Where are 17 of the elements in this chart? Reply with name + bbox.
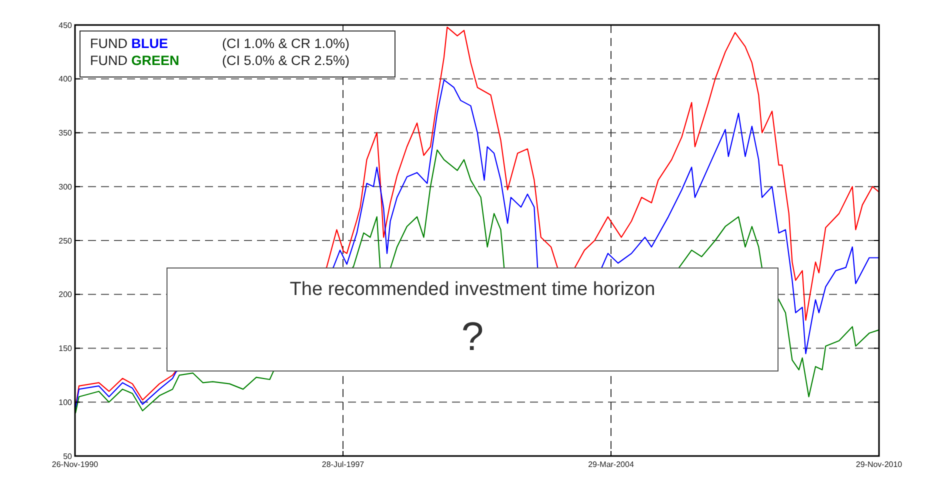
x-tick-label: 26-Nov-1990 [52,460,99,469]
y-tick-label: 300 [58,182,73,192]
y-tick-label: 400 [58,74,73,84]
annotation: The recommended investment time horizon [290,279,656,300]
x-tick-label: 29-Nov-2010 [856,460,903,469]
y-tick-label: 150 [58,344,73,354]
y-tick-label: 50 [63,452,73,461]
x-tick-label: 28-Jul-1997 [322,460,365,469]
text: FUND GREEN (CI 5.0% & CR 2.5%) [90,53,350,68]
y-tick-label: 350 [58,128,73,138]
y-tick-label: 100 [58,398,73,407]
y-tick-label: 200 [58,290,73,300]
x-tick-label: 29-Mar-2004 [588,460,634,469]
y-tick-label: 450 [58,20,73,30]
y-tick-label: 250 [58,236,73,246]
annotation: ? [461,315,484,359]
text: FUND BLUE (CI 1.0% & CR 1.0%) [90,36,350,51]
